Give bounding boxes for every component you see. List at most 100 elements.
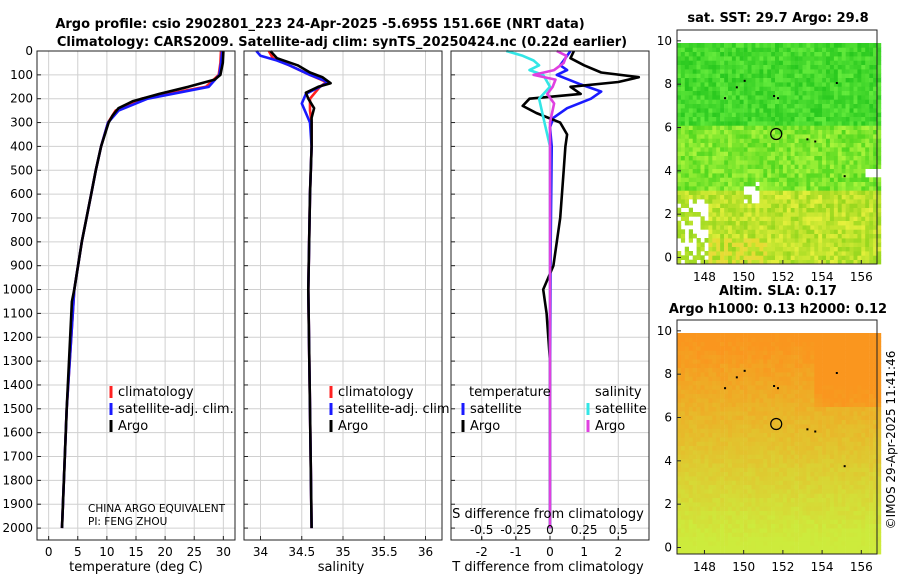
- island-dot: [843, 175, 846, 178]
- island-dot: [743, 79, 746, 82]
- s-tick-label: 0.25: [571, 523, 598, 537]
- lon-tick-label: 156: [850, 560, 873, 574]
- figure-title-line2: Climatology: CARS2009. Satellite-adj cli…: [57, 35, 627, 50]
- depth-tick-label: 500: [10, 163, 33, 177]
- s-tick-label: -0.25: [500, 523, 531, 537]
- legend-s-argo: Argo: [595, 419, 625, 434]
- lat-tick-label: 4: [664, 164, 672, 178]
- lon-tick-label: 154: [811, 560, 834, 574]
- lat-tick-label: 0: [664, 251, 672, 265]
- x-tick-label: 2: [614, 545, 622, 559]
- series-line-argo: [60, 50, 225, 529]
- sst-map-title: sat. SST: 29.7 Argo: 29.8: [687, 11, 868, 26]
- lon-tick-label: 150: [732, 270, 755, 284]
- lon-tick-label: 148: [693, 270, 716, 284]
- island-dot: [835, 372, 838, 374]
- lat-tick-label: 8: [664, 367, 672, 381]
- s-tick-label: 0.5: [609, 523, 628, 537]
- x-tick-label: 34.5: [288, 545, 315, 559]
- sat-sst-map: sat. SST: 29.7 Argo: 29.8 148 150 152 154 15…: [657, 11, 882, 284]
- depth-tick-label: 1900: [2, 497, 33, 511]
- lat-tick-label: 8: [664, 77, 672, 91]
- depth-tick-label: 1700: [2, 450, 33, 464]
- legend-satellite-adj: satellite-adj. clim.: [338, 402, 454, 417]
- lat-tick-label: 10: [657, 34, 672, 48]
- t-difference-xlabel: T difference from climatology: [451, 560, 644, 575]
- x-tick-label: 35: [335, 545, 350, 559]
- lat-tick-label: 2: [664, 207, 672, 221]
- island-dot: [724, 97, 727, 100]
- series-line-t-argo: [521, 50, 641, 529]
- depth-tick-label: 100: [10, 68, 33, 82]
- x-tick-label: 15: [128, 545, 143, 559]
- depth-tick-label: 300: [10, 116, 33, 130]
- legend-title-salinity: salinity: [595, 385, 642, 400]
- x-tick-label: 25: [187, 545, 202, 559]
- x-tick-label: 30: [216, 545, 231, 559]
- lat-tick-label: 4: [664, 454, 672, 468]
- sla-map-subtitle: Argo h1000: 0.13 h2000: 0.12: [669, 302, 887, 317]
- depth-tick-label: 200: [10, 92, 33, 106]
- legend-s-satellite: satellite: [595, 402, 647, 417]
- lat-tick-label: 0: [664, 541, 672, 555]
- legend-argo: Argo: [338, 419, 368, 434]
- sla-map-title: Altim. SLA: 0.17: [719, 284, 837, 299]
- credit-line2: PI: FENG ZHOU: [88, 516, 167, 528]
- depth-tick-label: 800: [10, 235, 33, 249]
- sla-map: Altim. SLA: 0.17 Argo h1000: 0.13 h2000:…: [657, 284, 887, 574]
- salinity-panel: 34 34.5 35 35.5 36 salinity climatology sate…: [243, 50, 454, 575]
- legend-argo: Argo: [118, 419, 148, 434]
- legend-climatology: climatology: [118, 385, 194, 400]
- lon-tick-label: 148: [693, 560, 716, 574]
- temperature-legend: climatology satellite-adj. clim. Argo: [109, 385, 234, 434]
- depth-tick-label: 1500: [2, 402, 33, 416]
- legend-satellite-adj: satellite-adj. clim.: [118, 402, 234, 417]
- depth-tick-label: 1300: [2, 354, 33, 368]
- lat-tick-label: 2: [664, 497, 672, 511]
- x-tick-label: 36: [418, 545, 433, 559]
- lat-tick-label: 10: [657, 324, 672, 338]
- x-tick-label: 34: [253, 545, 268, 559]
- island-dot: [835, 82, 838, 84]
- island-dot: [777, 387, 779, 390]
- lat-tick-label: 6: [664, 121, 672, 135]
- depth-tick-label: 1400: [2, 378, 33, 392]
- lon-tick-label: 156: [850, 270, 873, 284]
- series-line-s-argo: [532, 49, 568, 529]
- depth-tick-label: 1000: [2, 283, 33, 297]
- s-tick-label: -0.5: [470, 523, 493, 537]
- depth-tick-label: 1100: [2, 306, 33, 320]
- depth-tick-label: 1800: [2, 473, 33, 487]
- island-dot: [773, 385, 776, 387]
- float-position-marker: [770, 127, 783, 141]
- island-dot: [806, 138, 809, 141]
- series-line-argo: [269, 50, 332, 529]
- island-dot: [724, 387, 727, 390]
- salinity-xlabel: salinity: [318, 560, 365, 575]
- island-dot: [843, 465, 846, 468]
- lat-tick-label: 6: [664, 411, 672, 425]
- sla-heatmap-cells: [677, 333, 882, 555]
- figure-title-line1: Argo profile: csio 2902801_223 24-Apr-20…: [55, 17, 584, 32]
- depth-tick-label: 1200: [2, 330, 33, 344]
- difference-panel: -2 -1 0 1 2 -0.5 -0.25 0 0.25 0.5 S difference f…: [450, 49, 650, 575]
- temperature-panel: 0100200300400500600700800900100011001200…: [2, 44, 236, 575]
- x-tick-label: 1: [580, 545, 588, 559]
- legend-t-satellite: satellite: [470, 402, 522, 417]
- depth-tick-label: 400: [10, 139, 33, 153]
- x-tick-label: 0: [45, 545, 53, 559]
- imos-timestamp: ©IMOS 29-Apr-2025 11:41:46: [884, 351, 898, 530]
- credit-line1: CHINA ARGO EQUIVALENT: [88, 503, 226, 515]
- depth-tick-label: 700: [10, 211, 33, 225]
- x-tick-label: 20: [157, 545, 172, 559]
- difference-legend: temperature salinity satellite Argo sate…: [461, 385, 647, 434]
- island-dot: [777, 97, 779, 100]
- depth-tick-label: 0: [25, 44, 33, 58]
- depth-tick-label: 2000: [2, 521, 33, 535]
- island-dot: [773, 95, 776, 97]
- x-tick-label: 5: [74, 545, 82, 559]
- x-tick-label: -2: [476, 545, 488, 559]
- legend-climatology: climatology: [338, 385, 414, 400]
- x-tick-label: 10: [99, 545, 114, 559]
